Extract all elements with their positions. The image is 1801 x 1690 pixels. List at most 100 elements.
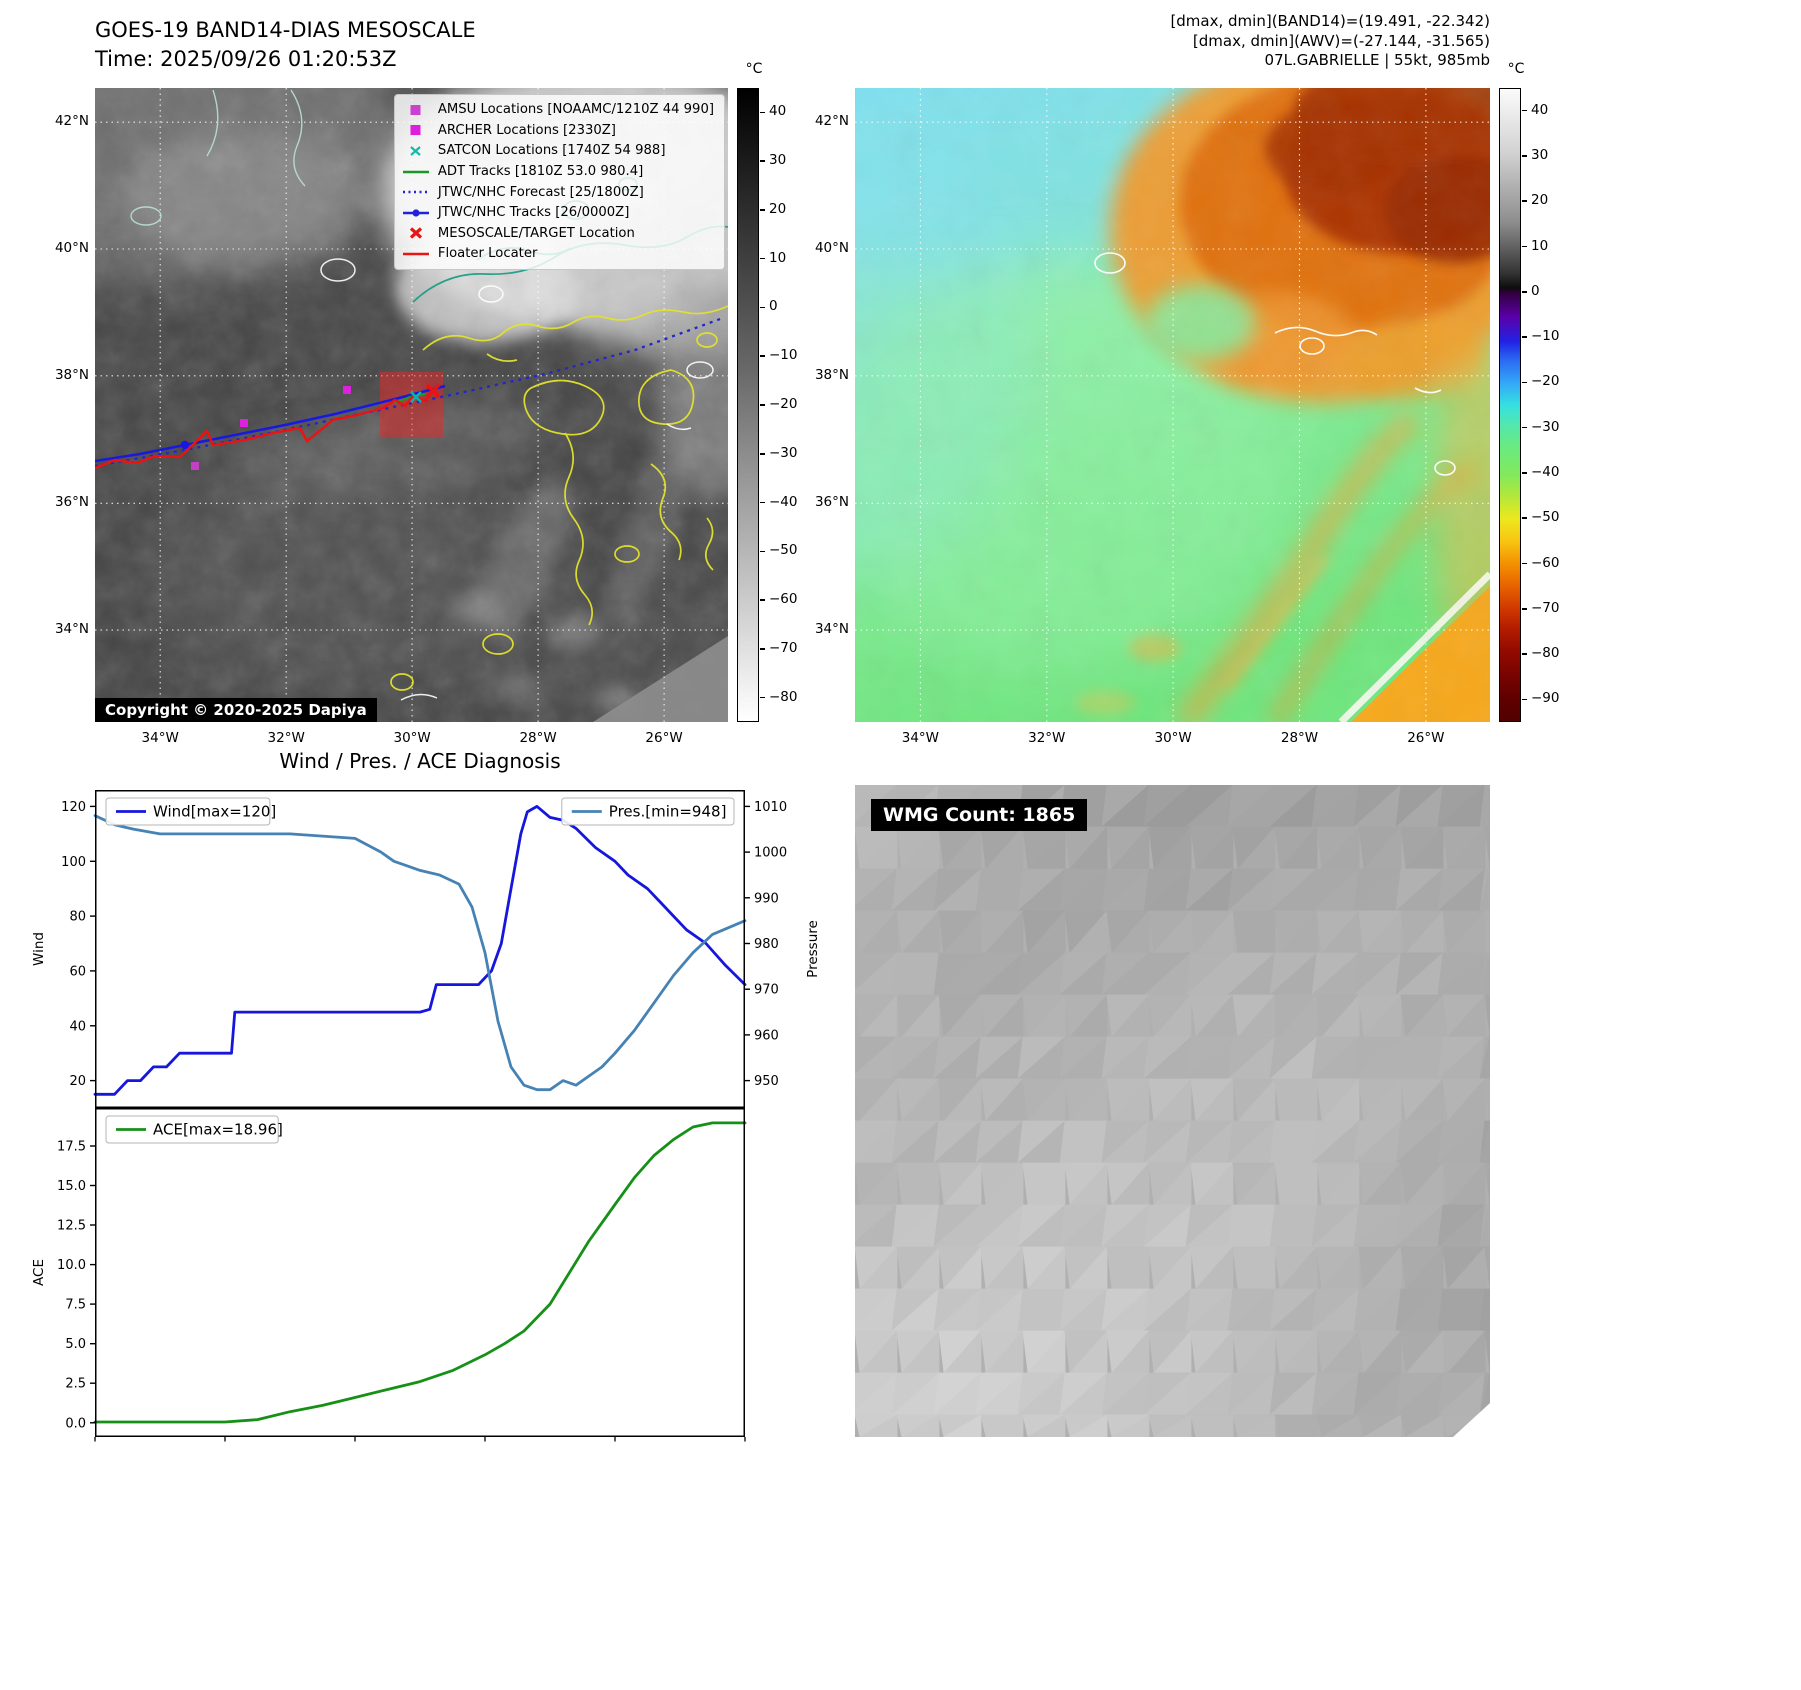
lat-tick-label: 40°N [814, 240, 849, 257]
colorbar-tick [1522, 517, 1527, 519]
lon-tick-label: 34°W [901, 730, 940, 746]
contours-mint [130, 89, 306, 226]
colorbar-unit: °C [1507, 61, 1525, 77]
y-tick-label: 15.0 [57, 1179, 86, 1194]
line-marker-marker-icon [402, 209, 429, 217]
sector-corner-cut [1453, 1403, 1490, 1437]
square-marker-icon [410, 125, 421, 136]
chart-legend-box [105, 1115, 279, 1144]
colorbar-tick [1522, 109, 1527, 112]
colorbar-tick-label: 10 [769, 249, 787, 266]
colorbar-tick [760, 257, 765, 260]
adt-track-line [394, 393, 426, 404]
lat-tick-label: 40°N [54, 240, 89, 257]
colorbar-tick [1522, 653, 1527, 655]
plot-frame [95, 1108, 745, 1437]
colorbar-tick [760, 648, 765, 650]
wmg-facet [1111, 1414, 1150, 1437]
line-marker-icon [402, 170, 429, 173]
colorbar-tick-label: 20 [769, 200, 787, 217]
chart-legend-box [561, 797, 735, 826]
dmax-dmin-band14: [dmax, dmin](BAND14)=(19.491, -22.342) [1170, 12, 1490, 30]
y-tick-label: 7.5 [65, 1298, 86, 1313]
legend-item-label: JTWC/NHC Forecast [25/1800Z] [437, 184, 644, 200]
series-line [93, 1121, 747, 1424]
colorbar-tick [760, 404, 765, 406]
map-legend: AMSU Locations [NOAAMC/1210Z 44 990] ARCH… [393, 94, 725, 270]
wmg-grayscale-image [855, 785, 1490, 1437]
colorbar-tick-label: 30 [1531, 146, 1549, 163]
lon-tick-label: 28°W [1280, 730, 1319, 746]
colorbar-tick [760, 306, 765, 309]
y-tick-label: 2.5 [65, 1377, 86, 1392]
colorbar-tick [760, 599, 765, 601]
chart-legend-box [105, 797, 271, 826]
series-line [93, 814, 747, 1092]
line-dotted-marker-icon [402, 190, 429, 194]
wmg-facet [1484, 910, 1490, 954]
lon-tick-label: 30°W [393, 730, 431, 746]
mesoscale-target-box [380, 372, 443, 438]
colorbar-tick-label: −70 [1531, 599, 1560, 616]
legend-item: JTWC/NHC Forecast [25/1800Z] [401, 182, 714, 202]
lon-tick-label: 28°W [519, 730, 557, 746]
satcon-x-icon [410, 391, 422, 403]
legend-item: SATCON Locations [1740Z 54 988] [401, 141, 714, 161]
colorbar-tick-label: −30 [769, 444, 798, 461]
colorbar-tick-label: −20 [1531, 373, 1560, 390]
y-axis-label-left: ACE [31, 1259, 47, 1286]
wmg-image-panel: WMG Count: 1865 [855, 785, 1490, 1437]
colorbar-tick-label: 0 [1531, 282, 1540, 299]
wmg-facet [1484, 826, 1490, 870]
contours-yellow [390, 305, 728, 691]
colorbar-tick-label: 0 [769, 298, 778, 315]
x-bold-marker-icon [409, 227, 422, 240]
wmg-facet [943, 1414, 982, 1437]
colorbar-tick-label: −10 [1531, 328, 1560, 345]
legend-item-label: Floater Locater [437, 246, 538, 262]
colorbar-tick-label: −10 [769, 347, 798, 364]
colorbar-tick [1522, 562, 1527, 565]
colorbar-tick-label: −20 [769, 396, 798, 412]
y-axis-label-left: Wind [31, 932, 47, 966]
wmg-facet [1195, 1414, 1234, 1437]
ir-colorbar: °C 40 30 20 10 0 −10 −20 −30 −40 −50 −60 −70 −80 [737, 61, 798, 722]
y-tick-label: 60 [69, 964, 86, 979]
colorbar-tick [760, 550, 765, 553]
jtwc-forecast-line [95, 316, 724, 468]
series-line [93, 804, 747, 1096]
colorbar-tick-label: −60 [1531, 554, 1560, 571]
wmg-facet [1363, 1414, 1402, 1437]
colorbar-tick-label: −50 [769, 542, 798, 559]
wmg-facet [1027, 1414, 1066, 1437]
colorbar-tick-label: −40 [1531, 463, 1560, 480]
wmg-facet [1405, 1414, 1444, 1437]
colorbar-tick [760, 209, 765, 211]
lat-tick-label: 36°N [54, 494, 89, 511]
colorbar-tick [760, 696, 765, 699]
chart-legend-label: Pres.[min=948] [609, 803, 727, 821]
colorbar-tick [760, 453, 765, 455]
legend-item: AMSU Locations [NOAAMC/1210Z 44 990] [401, 100, 714, 120]
colorbar-tick-label: −50 [1531, 509, 1560, 526]
legend-item-label: SATCON Locations [1740Z 54 988] [437, 143, 666, 159]
lon-tick-label: 30°W [1154, 730, 1192, 746]
y-tick-label: 980 [754, 937, 779, 952]
colorbar-tick-label: −30 [1531, 418, 1560, 435]
colorbar-tick [1522, 381, 1527, 384]
lon-tick-label: 32°W [1028, 730, 1066, 746]
sector-edge-wedge [593, 636, 728, 722]
chart-title: Wind / Pres. / ACE Diagnosis [279, 749, 561, 773]
lon-tick-label: 32°W [267, 730, 305, 746]
awv-colorbar: °C 40 30 20 10 0 −10 −20 −30 −40 −50 −60 −70 −80 −90 [1499, 61, 1560, 722]
wmg-facet [985, 1414, 1024, 1437]
lat-tick-label: 34°N [54, 621, 89, 638]
legend-item-label: JTWC/NHC Tracks [26/0000Z] [437, 205, 630, 221]
y-axis-label-right: Pressure [805, 920, 821, 978]
y-tick-label: 10.0 [57, 1258, 86, 1273]
y-tick-label: 950 [754, 1074, 779, 1089]
wmg-facet [859, 1414, 898, 1437]
lon-tick-label: 34°W [141, 730, 179, 746]
legend-item: ARCHER Locations [2330Z] [401, 121, 714, 141]
